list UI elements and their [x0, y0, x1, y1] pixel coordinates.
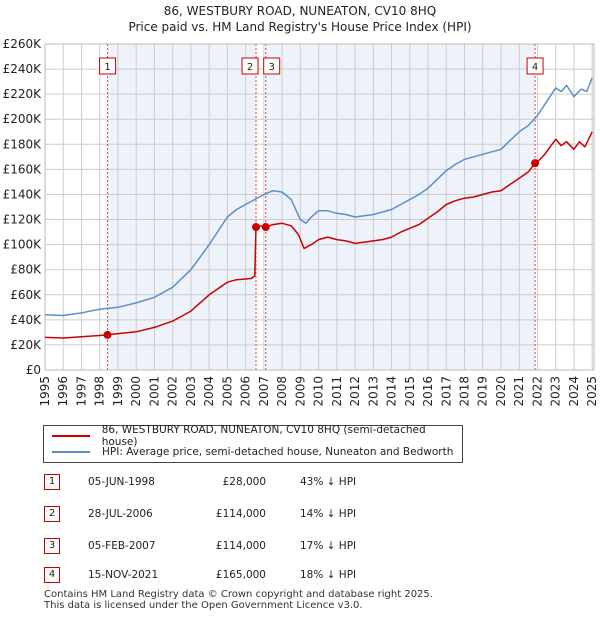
x-tick-label: 2019 [476, 376, 490, 407]
shaded-period [265, 44, 536, 370]
x-tick-label: 2010 [312, 376, 326, 407]
y-tick-label: £100K [3, 238, 43, 252]
y-tick-label: £20K [10, 338, 42, 352]
x-tick-label: 2002 [166, 376, 180, 407]
chart-title: 86, WESTBURY ROAD, NUNEATON, CV10 8HQ [163, 4, 437, 18]
sale-hpi-diff: 18% ↓ HPI [300, 569, 357, 581]
legend-hpi-label: HPI: Average price, semi-detached house,… [102, 446, 454, 458]
footer: Contains HM Land Registry data © Crown c… [44, 589, 433, 611]
x-tick-label: 2014 [385, 376, 399, 407]
x-tick-label: 1995 [38, 376, 52, 407]
x-tick-label: 2000 [129, 376, 143, 407]
x-tick-label: 1998 [93, 376, 107, 407]
x-tick-label: 2022 [530, 376, 544, 407]
y-tick-label: £220K [3, 87, 43, 101]
x-tick-label: 2013 [366, 376, 380, 407]
chart-subtitle: Price paid vs. HM Land Registry's House … [128, 20, 472, 34]
sale-badge-box [263, 57, 281, 75]
legend-property-label: 86, WESTBURY ROAD, NUNEATON, CV10 8HQ (s… [101, 424, 426, 448]
sale-point [252, 223, 261, 232]
table-row: 3 05-FEB-2007 £114,000 17% ↓ HPI [0, 537, 600, 557]
x-tick-label: 2003 [184, 376, 198, 407]
y-tick-label: £80K [10, 263, 42, 277]
sale-points [103, 159, 540, 339]
sale-price: £28,000 [222, 476, 266, 488]
x-tick-label: 2011 [330, 376, 344, 407]
sale-badges: 1 2 3 4 [99, 57, 544, 75]
sale-badge-box [241, 57, 259, 75]
sale-hpi-diff: 14% ↓ HPI [300, 508, 357, 520]
y-tick-label: £40K [10, 313, 42, 327]
x-tick-label: 2017 [439, 376, 453, 407]
legend: 86, WESTBURY ROAD, NUNEATON, CV10 8HQ (s… [43, 424, 463, 463]
sale-badge: 4 [44, 567, 60, 583]
sale-badge: 2 [44, 506, 60, 522]
shaded-period [107, 44, 257, 370]
footer-copyright: Contains HM Land Registry data © Crown c… [44, 589, 433, 600]
x-tick-label: 2012 [348, 376, 362, 407]
x-tick-label: 2025 [585, 376, 599, 407]
property-line-swatch [52, 435, 90, 437]
sale-point [531, 159, 540, 168]
footer-licence: This data is licensed under the Open Gov… [44, 600, 363, 611]
x-tick-label: 2023 [549, 376, 563, 407]
sale-price: £114,000 [215, 540, 266, 552]
sale-date: 05-FEB-2007 [88, 540, 156, 552]
y-tick-label: £0 [26, 363, 41, 377]
plot-frame [44, 43, 595, 371]
x-tick-label: 2008 [275, 376, 289, 407]
table-row: 4 15-NOV-2021 £165,000 18% ↓ HPI [0, 566, 600, 586]
sale-hpi-diff: 17% ↓ HPI [300, 540, 357, 552]
sale-date: 05-JUN-1998 [88, 476, 155, 488]
y-tick-label: £260K [3, 37, 43, 51]
x-tick-label: 2024 [567, 376, 581, 407]
hpi-line [44, 77, 593, 317]
x-tick-label: 2021 [512, 376, 526, 407]
x-tick-label: 2007 [257, 376, 271, 407]
x-tick-label: 2004 [202, 376, 216, 407]
sale-hpi-diff: 43% ↓ HPI [300, 476, 357, 488]
x-tick-label: 2015 [403, 376, 417, 407]
sale-price: £165,000 [215, 569, 266, 581]
sale-point [103, 330, 112, 339]
x-tick-label: 2005 [220, 376, 234, 407]
sale-badge-label: 1 [104, 62, 110, 73]
x-tick-label: 2001 [147, 376, 161, 407]
sale-badge-box [99, 57, 117, 75]
y-tick-label: £140K [3, 187, 43, 201]
legend-item-property: 86, WESTBURY ROAD, NUNEATON, CV10 8HQ (s… [52, 424, 462, 448]
sale-date: 15-NOV-2021 [88, 569, 159, 581]
x-tick-label: 1999 [111, 376, 125, 407]
table-row: 2 28-JUL-2006 £114,000 14% ↓ HPI [0, 505, 600, 525]
x-axis-labels: 1995 1996 1997 1998 1999 2000 2001 2002 2003 2004… [38, 376, 599, 407]
sale-badge-label: 3 [269, 62, 275, 73]
x-tick-label: 2018 [458, 376, 472, 407]
y-tick-label: £180K [3, 137, 43, 151]
y-tick-label: £160K [3, 162, 43, 176]
y-tick-label: £200K [3, 112, 43, 126]
y-tick-label: £60K [10, 288, 42, 302]
sale-badge: 1 [44, 474, 60, 490]
y-tick-label: £240K [3, 62, 43, 76]
x-tick-label: 2020 [494, 376, 508, 407]
y-tick-label: £120K [3, 213, 43, 227]
sale-price: £114,000 [215, 508, 266, 520]
sale-badge-label: 2 [247, 62, 253, 73]
x-tick-label: 2006 [239, 376, 253, 407]
x-tick-label: 1996 [56, 376, 70, 407]
legend-item-hpi: HPI: Average price, semi-detached house,… [52, 444, 453, 460]
sale-badge-label: 4 [532, 62, 538, 73]
x-tick-label: 1997 [74, 376, 88, 407]
table-row: 1 05-JUN-1998 £28,000 43% ↓ HPI [0, 473, 600, 493]
y-axis-labels: £0 £20K £40K £60K £80K £100K £120K £140K £160K £1… [3, 37, 43, 377]
sale-badge-box [526, 57, 544, 75]
hpi-line-swatch [52, 451, 90, 453]
price-chart: 1 2 3 4 £0 £20K £40K £60K £80K £100K £120K £140K £1… [3, 37, 600, 407]
x-tick-label: 2016 [421, 376, 435, 407]
sale-point [261, 223, 270, 232]
sale-badge: 3 [44, 538, 60, 554]
x-tick-label: 2009 [293, 376, 307, 407]
sale-date: 28-JUL-2006 [88, 508, 153, 520]
